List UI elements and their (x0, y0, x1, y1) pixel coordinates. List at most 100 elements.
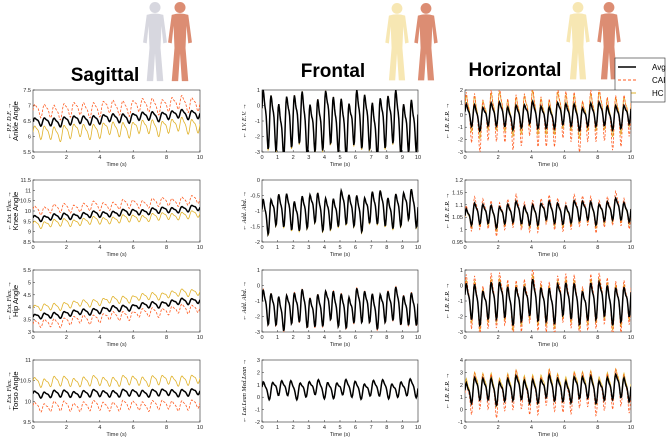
series-line-avg (262, 377, 418, 402)
y-tick-label: 10 (25, 399, 31, 405)
x-tick-label: 8 (385, 155, 388, 161)
y-tick-label: -1 (458, 125, 463, 131)
frontal-title: Frontal (301, 61, 365, 82)
y-direction-label: ← Ext. Flex. → (6, 191, 13, 230)
y-tick-label: 5 (28, 280, 31, 286)
y-tick-label: 7.5 (23, 88, 31, 94)
y-tick-label: 3 (460, 370, 463, 376)
x-tick-label: 6 (132, 245, 135, 251)
x-tick-label: 2 (292, 245, 295, 251)
series-line-cai (33, 195, 200, 216)
y-tick-label: 10.5 (20, 199, 31, 205)
y-tick-label: 0 (460, 284, 463, 290)
plot-frame (32, 89, 201, 153)
y-tick-label: 5.5 (23, 150, 31, 156)
y-tick-label: -1 (255, 209, 260, 215)
panel-r1-c0: 8.5 9 9.5 10 10.5 11 11.5 0 2 4 6 8 10 Time (s) ← Ext.… (6, 178, 203, 258)
x-tick-label: 0 (31, 425, 34, 431)
y-tick-label: 2 (460, 88, 463, 94)
x-tick-label: 5 (338, 335, 341, 341)
x-tick-label: 6 (354, 335, 357, 341)
y-tick-label: 7 (28, 104, 31, 110)
legend-label-cai: CAI (652, 76, 665, 85)
y-tick-label: 0 (460, 113, 463, 119)
y-tick-label: 11.5 (21, 178, 31, 184)
x-tick-label: 3 (307, 155, 310, 161)
x-tick-label: 2 (65, 425, 68, 431)
x-tick-label: 5 (338, 425, 341, 431)
x-tick-label: 4 (323, 425, 326, 431)
x-tick-label: 0 (463, 335, 466, 341)
x-tick-label: 10 (415, 245, 421, 251)
x-tick-label: 4 (98, 425, 101, 431)
plot-frame (32, 359, 201, 423)
x-tick-label: 1 (276, 155, 279, 161)
series-line-avg (33, 388, 200, 399)
x-tick-label: 7 (370, 425, 373, 431)
panel-r1-c2: 0.95 1 1.05 1.1 1.15 1.2 0 2 4 6 8 10 Time (s) ← I.R.… (444, 178, 634, 258)
x-tick-label: 2 (497, 425, 500, 431)
series-line-avg (465, 372, 631, 408)
y-tick-label: -2 (458, 315, 463, 321)
series-line-avg (465, 99, 631, 133)
x-tick-label: 10 (197, 155, 203, 161)
x-axis-label: Time (s) (538, 252, 558, 258)
x-tick-label: 8 (596, 245, 599, 251)
x-tick-label: 8 (596, 425, 599, 431)
legend-label-avg: Avg (652, 63, 666, 72)
x-tick-label: 3 (307, 245, 310, 251)
x-axis-label: Time (s) (106, 342, 126, 348)
x-tick-label: 0 (463, 155, 466, 161)
y-tick-label: 1 (460, 228, 463, 234)
panel-r0-c0: 5.5 6 6.5 7 7.5 0 2 4 6 8 10 Time (s) ← P.F. D.F. →A… (6, 88, 203, 168)
x-tick-label: 1 (276, 245, 279, 251)
x-tick-label: 6 (563, 245, 566, 251)
panel-r3-c1: -2 -1 0 1 2 3 0 1 2 3 4 5 6 7 8 9 10 Time (s) ← Lat.Lean M… (241, 358, 421, 438)
x-tick-label: 8 (165, 155, 168, 161)
x-tick-label: 0 (260, 155, 263, 161)
x-tick-label: 4 (98, 335, 101, 341)
panel-r0-c2: -3 -2 -1 0 1 2 0 2 4 6 8 10 Time (s) ← I.R. E.R. → (444, 88, 634, 168)
y-tick-label: 4 (460, 358, 463, 364)
y-tick-label: 6.5 (23, 119, 31, 125)
x-tick-label: 2 (65, 245, 68, 251)
x-tick-label: 3 (307, 335, 310, 341)
x-tick-label: 6 (354, 155, 357, 161)
x-tick-label: 8 (596, 155, 599, 161)
plot-frame (32, 179, 201, 243)
y-axis-label: Hip Angle (11, 285, 20, 317)
x-tick-label: 0 (260, 425, 263, 431)
series-line-avg (33, 297, 200, 320)
x-axis-label: Time (s) (106, 162, 126, 168)
x-tick-label: 1 (276, 425, 279, 431)
y-tick-label: 2 (460, 383, 463, 389)
y-tick-label: 11 (25, 188, 31, 194)
x-tick-label: 3 (307, 425, 310, 431)
y-tick-label: -1 (458, 299, 463, 305)
y-direction-label: ← Add. Abd. → (241, 191, 248, 231)
y-direction-label: ← I.R. E.R. → (444, 373, 451, 410)
series-line-avg (465, 278, 631, 328)
series-line-hc (33, 116, 200, 143)
x-tick-label: 4 (323, 245, 326, 251)
x-tick-label: 10 (628, 425, 634, 431)
y-direction-label: ← I.R. E.R. → (444, 103, 451, 140)
y-tick-label: -2 (255, 420, 260, 426)
y-tick-label: -1 (255, 299, 260, 305)
y-tick-label: 8.5 (23, 240, 31, 246)
x-tick-label: 0 (31, 155, 34, 161)
y-tick-label: -3 (255, 150, 260, 156)
y-direction-label: ← I.R. E.R. → (444, 283, 451, 320)
x-tick-label: 2 (65, 335, 68, 341)
y-tick-label: 10.5 (20, 379, 31, 385)
x-tick-label: 4 (530, 245, 533, 251)
x-tick-label: 8 (385, 425, 388, 431)
x-tick-label: 4 (323, 155, 326, 161)
x-tick-label: 10 (628, 335, 634, 341)
legend-label-hc: HC (652, 89, 664, 98)
x-tick-label: 6 (354, 425, 357, 431)
y-tick-label: 1.2 (455, 178, 463, 184)
